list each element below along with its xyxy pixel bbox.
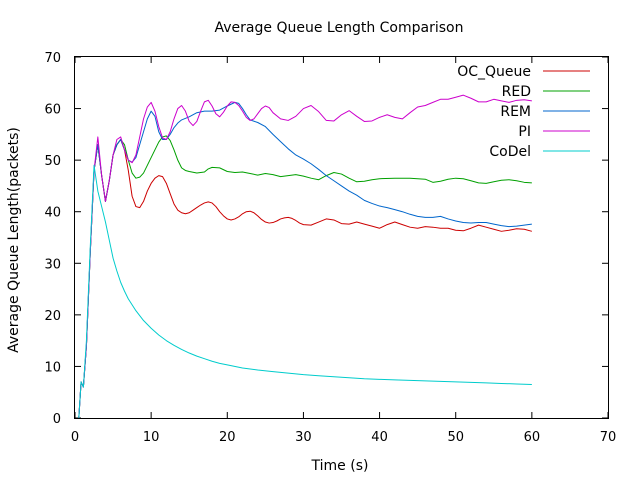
- x-tick-label: 0: [71, 430, 79, 445]
- legend: OC_Queue RED REM PI CoDel: [457, 64, 590, 160]
- x-tick-label: 50: [447, 430, 464, 445]
- y-tick-label: 40: [44, 206, 61, 221]
- chart-title: Average Queue Length Comparison: [215, 20, 464, 36]
- y-tick-label: 60: [44, 103, 61, 118]
- axis-ticks: 0 10 20 30 40 50 60 70 0 10 20 30 40 50 60 70: [44, 51, 616, 445]
- legend-label: CoDel: [489, 144, 531, 160]
- y-tick-label: 50: [44, 154, 61, 169]
- y-tick-label: 20: [44, 309, 61, 324]
- y-tick-label: 0: [53, 412, 61, 427]
- y-axis-label: Average Queue Length(packets): [6, 127, 22, 353]
- y-tick-label: 70: [44, 51, 61, 66]
- legend-label: PI: [518, 124, 531, 140]
- y-tick-label: 10: [44, 360, 61, 375]
- x-tick-label: 20: [219, 430, 236, 445]
- y-tick-label: 30: [44, 257, 61, 272]
- legend-label: RED: [502, 84, 531, 100]
- series-lines: [78, 94, 532, 419]
- x-tick-label: 10: [143, 430, 160, 445]
- series-line-pi: [78, 94, 532, 419]
- series-line-red: [78, 135, 532, 419]
- series-line-oc-queue: [78, 139, 532, 419]
- series-line-rem: [78, 101, 532, 419]
- series-line-codel: [78, 164, 532, 419]
- x-tick-label: 40: [371, 430, 388, 445]
- x-tick-label: 30: [295, 430, 312, 445]
- x-axis-label: Time (s): [311, 458, 369, 474]
- x-tick-label: 60: [524, 430, 541, 445]
- legend-label: OC_Queue: [457, 64, 531, 80]
- legend-label: REM: [500, 104, 531, 120]
- plot-area-frame: [74, 56, 609, 419]
- x-tick-label: 70: [600, 430, 617, 445]
